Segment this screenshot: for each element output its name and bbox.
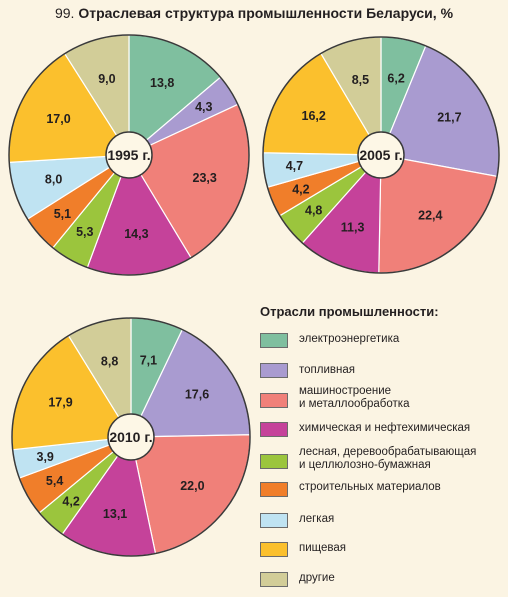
slice-value-label: 5,3 bbox=[76, 225, 93, 239]
legend-label: химическая и нефтехимическая bbox=[299, 422, 471, 434]
slice-value-label: 4,8 bbox=[305, 204, 322, 218]
slice-value-label: 14,3 bbox=[124, 227, 148, 241]
legend-label: топливная bbox=[299, 364, 355, 376]
legend-item-light: легкая bbox=[258, 507, 508, 537]
center-hole bbox=[357, 131, 405, 179]
legend-swatch bbox=[260, 513, 288, 528]
slice-value-label: 3,9 bbox=[37, 450, 54, 464]
legend-item-construction: строительных материалов bbox=[258, 475, 508, 505]
pie-chart-1995: 13,8 4,3 23,3 14,3 5,3 5,1 8,0 17,0 9,0 1995 г. bbox=[8, 34, 250, 276]
slice-value-label: 5,4 bbox=[46, 474, 63, 488]
legend-item-forestry: лесная, деревообрабатывающая и целлюлозн… bbox=[258, 441, 508, 471]
legend-label: другие bbox=[299, 572, 335, 584]
year-label: 2005 г. bbox=[359, 147, 402, 163]
legend-swatch bbox=[260, 363, 288, 378]
legend-label: лесная, деревообрабатывающая и целлюлозн… bbox=[299, 446, 477, 471]
slice-value-label: 22,0 bbox=[180, 479, 204, 493]
slice-value-label: 16,2 bbox=[302, 109, 326, 123]
slice-value-label: 7,1 bbox=[140, 353, 157, 367]
slice-value-label: 17,9 bbox=[48, 395, 72, 409]
legend-swatch bbox=[260, 482, 288, 497]
year-label: 2010 г. bbox=[109, 429, 152, 445]
legend-swatch bbox=[260, 393, 288, 408]
legend-item-electro: электроэнергетика bbox=[258, 326, 508, 356]
pie-outline bbox=[11, 317, 251, 557]
pie-chart-2005: 6,2 21,7 22,4 11,3 4,8 4,2 4,7 16,2 8,5 2005 г. bbox=[262, 36, 500, 274]
legend-item-machinery: машиностроение и металлообработка bbox=[258, 380, 508, 410]
slice-value-label: 11,3 bbox=[341, 221, 365, 235]
slice-value-label: 8,8 bbox=[101, 354, 118, 368]
slice-value-label: 4,2 bbox=[292, 183, 309, 197]
legend-swatch bbox=[260, 454, 288, 469]
slice-value-label: 13,8 bbox=[150, 76, 174, 90]
slice-value-label: 22,4 bbox=[418, 208, 442, 222]
legend-label: строительных материалов bbox=[299, 481, 441, 493]
slice-value-label: 8,5 bbox=[352, 73, 369, 87]
slice-value-label: 9,0 bbox=[98, 72, 115, 86]
legend-label: машиностроение и металлообработка bbox=[299, 385, 410, 410]
legend-label: электроэнергетика bbox=[299, 333, 400, 345]
figure-title-text: Отраслевая структура промышленности Бела… bbox=[78, 5, 454, 21]
legend-item-food: пищевая bbox=[258, 536, 508, 566]
legend-swatch bbox=[260, 422, 288, 437]
slice-value-label: 4,7 bbox=[286, 159, 303, 173]
legend-label: пищевая bbox=[299, 542, 346, 554]
slice-value-label: 23,3 bbox=[193, 171, 217, 185]
slice-value-label: 17,0 bbox=[46, 112, 70, 126]
legend-title: Отрасли промышленности: bbox=[260, 304, 439, 319]
legend-label: легкая bbox=[299, 513, 335, 525]
slice-value-label: 13,1 bbox=[103, 507, 127, 521]
legend-swatch bbox=[260, 572, 288, 587]
pie-outline bbox=[262, 36, 500, 274]
legend-item-chemical: химическая и нефтехимическая bbox=[258, 415, 508, 445]
slice-value-label: 17,6 bbox=[185, 388, 209, 402]
slice-value-label: 4,3 bbox=[195, 100, 212, 114]
pie-chart-2010: 7,1 17,6 22,0 13,1 4,2 5,4 3,9 17,9 8,8 2010 г. bbox=[11, 317, 251, 557]
year-label: 1995 г. bbox=[107, 147, 150, 163]
legend-swatch bbox=[260, 542, 288, 557]
slice-value-label: 5,1 bbox=[54, 207, 71, 221]
chart-title: 99. Отраслевая структура промышленности … bbox=[0, 4, 508, 22]
slice-value-label: 4,2 bbox=[62, 495, 79, 509]
center-hole bbox=[105, 131, 153, 179]
figure-number: 99. bbox=[54, 5, 75, 21]
pie-outline bbox=[8, 34, 250, 276]
legend-item-fuel: топливная bbox=[258, 356, 508, 386]
slice-value-label: 21,7 bbox=[437, 111, 461, 125]
center-hole bbox=[107, 413, 155, 461]
legend-item-other: другие bbox=[258, 566, 508, 596]
legend-swatch bbox=[260, 333, 288, 348]
slice-value-label: 6,2 bbox=[387, 72, 404, 86]
slice-value-label: 8,0 bbox=[45, 172, 62, 186]
